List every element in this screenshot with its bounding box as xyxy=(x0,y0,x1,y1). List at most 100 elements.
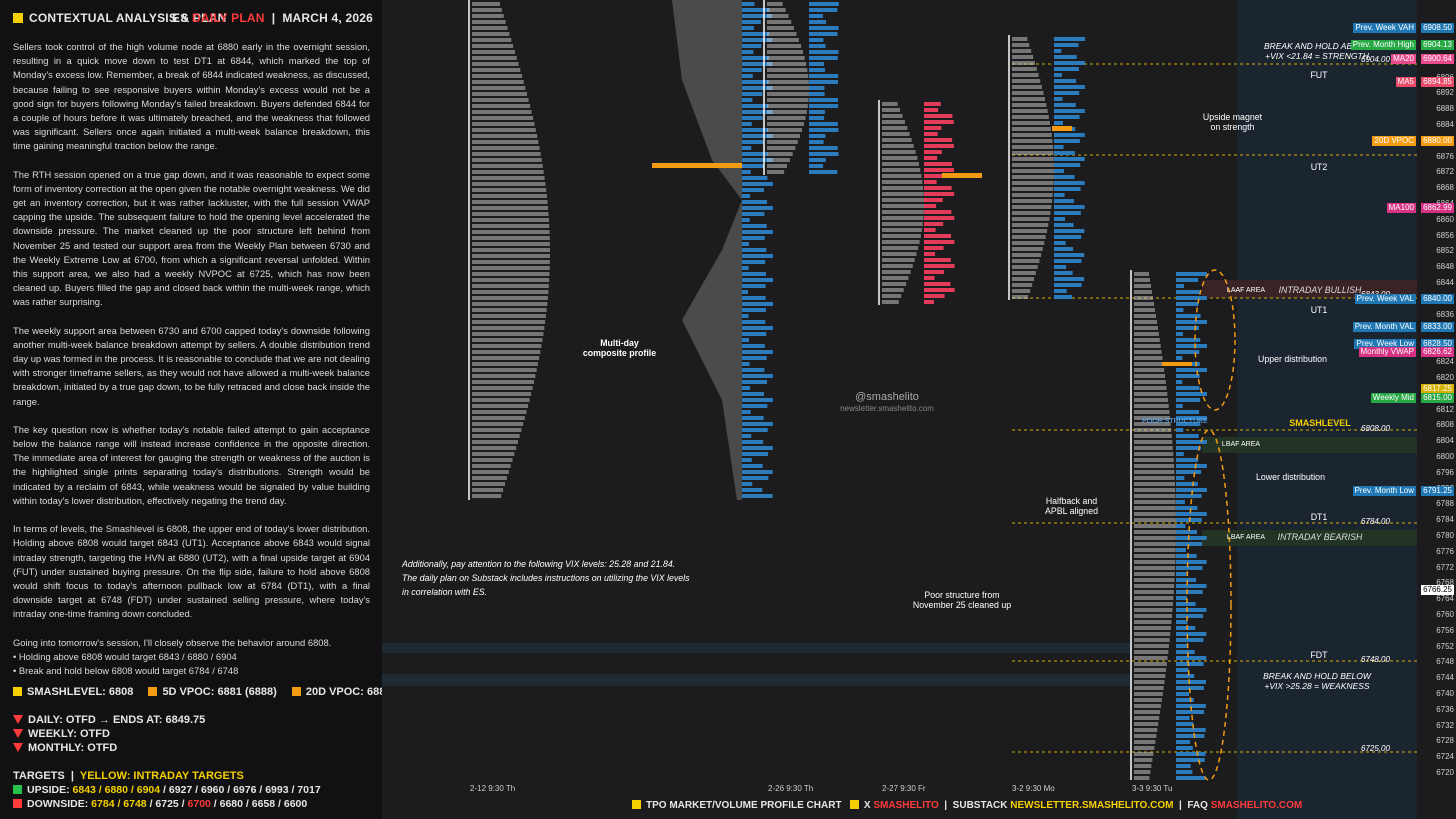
volume-bar xyxy=(809,104,839,108)
substack-link[interactable]: NEWSLETTER.SMASHELITO.COM xyxy=(1010,800,1174,811)
volume-bar xyxy=(742,338,750,342)
level-6904: 6904.00 xyxy=(1361,55,1390,64)
volume-bar xyxy=(1176,650,1195,654)
volume-bar xyxy=(1176,452,1184,456)
volume-bar xyxy=(924,294,945,298)
volume-bar xyxy=(742,92,763,96)
volume-bar xyxy=(924,228,936,232)
tpo-row xyxy=(1134,596,1174,600)
volume-bar xyxy=(809,158,826,162)
volume-bar xyxy=(742,212,765,216)
tpo-row xyxy=(1134,614,1172,618)
volume-bar xyxy=(742,116,763,120)
volume-bar xyxy=(809,26,839,30)
tpo-row xyxy=(472,110,532,114)
tpo-row xyxy=(1012,127,1051,131)
volume-bar xyxy=(1176,590,1203,594)
volume-bar xyxy=(742,152,768,156)
volume-bar xyxy=(1176,662,1204,666)
tpo-row xyxy=(1134,560,1176,564)
tpo-row xyxy=(767,8,786,12)
tpo-row xyxy=(767,14,789,18)
tpo-row xyxy=(472,440,518,444)
downside-red: 6700 xyxy=(187,798,211,810)
tpo-row xyxy=(767,98,809,102)
tpo-row xyxy=(1134,728,1158,732)
tpo-row xyxy=(472,338,543,342)
y-tick-label: 6856 xyxy=(1436,230,1454,240)
volume-bar xyxy=(742,314,749,318)
tpo-row xyxy=(1134,752,1154,756)
y-tick-label: 6884 xyxy=(1436,120,1454,130)
tpo-row xyxy=(1134,296,1154,300)
tpo-row xyxy=(767,44,802,48)
volume-bar xyxy=(1176,530,1197,534)
tpo-row xyxy=(472,170,544,174)
tpo-row xyxy=(1134,362,1164,366)
tpo-row xyxy=(1134,506,1176,510)
tpo-row xyxy=(1134,488,1176,492)
volume-bar xyxy=(742,494,773,498)
halfback-annotation: Halfback and APBL aligned xyxy=(1045,496,1098,516)
y-tick-label: 6824 xyxy=(1436,357,1454,367)
volume-bar xyxy=(742,350,773,354)
targets-label: TARGETS xyxy=(13,770,65,782)
tpo-row xyxy=(1012,79,1041,83)
volume-bar xyxy=(924,120,954,124)
volume-bar xyxy=(1176,446,1201,450)
tpo-row xyxy=(1134,536,1176,540)
tpo-row xyxy=(1134,566,1176,570)
tpo-row xyxy=(1134,620,1172,624)
volume-bar xyxy=(742,344,765,348)
level-badge-label: Prev. Week VAL xyxy=(1354,293,1416,304)
tpo-row xyxy=(472,296,548,300)
substack-label: SUBSTACK xyxy=(952,800,1008,811)
volume-bar xyxy=(742,44,762,48)
band xyxy=(382,643,1132,653)
chart-area[interactable]: Multi-day composite profile @smashelito … xyxy=(382,0,1456,819)
tpo-row xyxy=(472,326,545,330)
level-badge-value: 6894.85 xyxy=(1421,77,1454,88)
y-tick-label: 6844 xyxy=(1436,278,1454,288)
volume-bar xyxy=(742,50,754,54)
paragraph: In terms of levels, the Smashlevel is 68… xyxy=(13,523,370,620)
volume-bar xyxy=(742,488,763,492)
tpo-row xyxy=(1134,608,1173,612)
poor-structure-tag: POOR STRUCTURE xyxy=(1142,418,1208,425)
tpo-row xyxy=(472,14,504,18)
y-tick-label: 6764 xyxy=(1436,594,1454,604)
x-handle-link[interactable]: SMASHELITO xyxy=(873,800,939,811)
x-label: X xyxy=(863,800,871,811)
tpo-row xyxy=(472,374,536,378)
volume-bar xyxy=(742,380,768,384)
downside-rest: / 6680 / 6658 / 6600 xyxy=(213,798,308,810)
volume-bar xyxy=(809,164,824,168)
analysis-text: Sellers took control of the high volume … xyxy=(13,40,370,678)
tpo-row xyxy=(1134,458,1174,462)
tpo-row xyxy=(1134,290,1153,294)
faq-link[interactable]: SMASHELITO.COM xyxy=(1210,800,1303,811)
volume-bar xyxy=(1054,229,1085,233)
y-tick-label: 6820 xyxy=(1436,372,1454,382)
tpo-row xyxy=(472,224,550,228)
tpo-row xyxy=(1134,626,1171,630)
tpo-row xyxy=(1134,530,1176,534)
volume-bar xyxy=(924,234,952,238)
tpo-row xyxy=(1134,278,1151,282)
volume-bar xyxy=(809,98,839,102)
tpo-row xyxy=(1134,578,1175,582)
tpo-row xyxy=(882,252,917,256)
volume-bar xyxy=(1176,674,1195,678)
tpo-row xyxy=(767,104,808,108)
tpo-row xyxy=(472,176,545,180)
tpo-row xyxy=(472,452,515,456)
tpo-row xyxy=(882,180,923,184)
volume-bar xyxy=(1176,344,1207,348)
volume-bar xyxy=(1176,506,1198,510)
tpo-row xyxy=(767,20,792,24)
volume-bar xyxy=(924,258,951,262)
tpo-row xyxy=(1012,133,1052,137)
tpo-row xyxy=(472,62,519,66)
y-tick-label: 6748 xyxy=(1436,657,1454,667)
